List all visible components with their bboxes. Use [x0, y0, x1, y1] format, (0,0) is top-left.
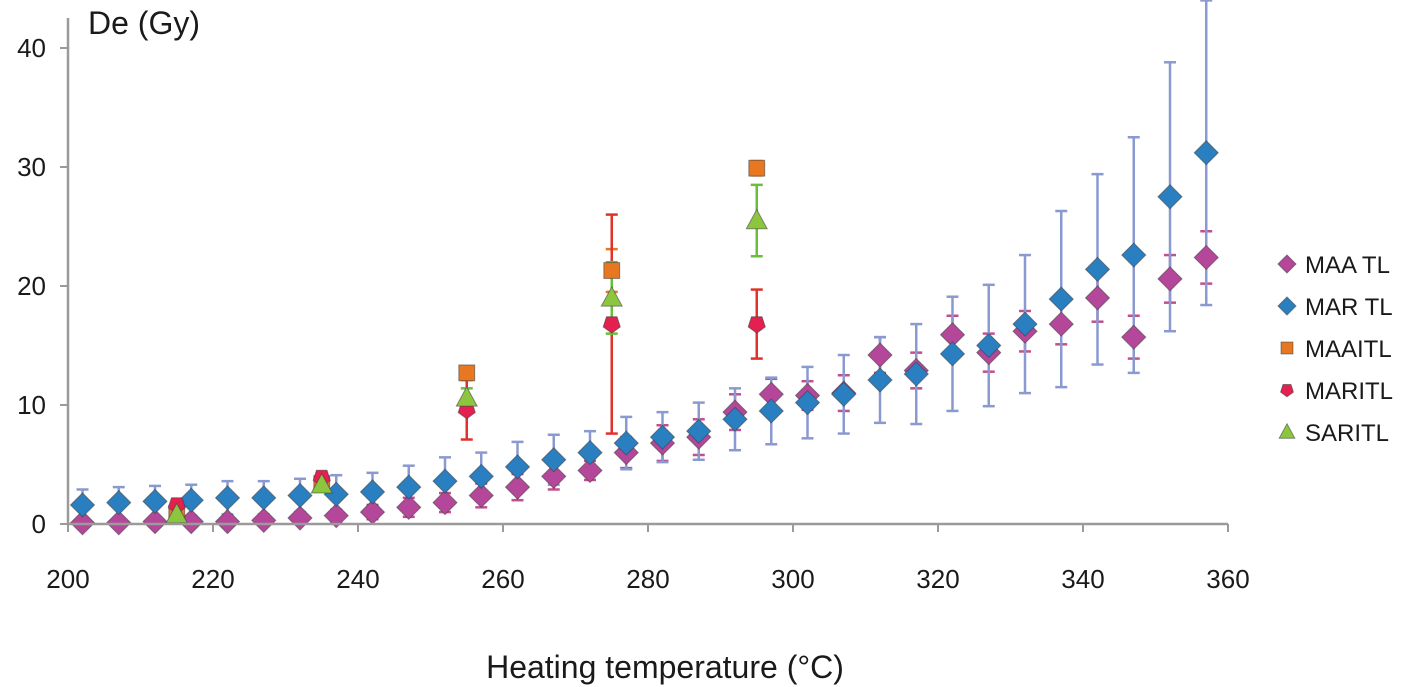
mar-tl-point: [1012, 311, 1038, 337]
maa-tl-point: [1193, 244, 1219, 271]
x-tick-label: 280: [626, 564, 669, 594]
y-axis-title: De (Gy): [88, 5, 200, 41]
saritl-point: [455, 385, 479, 407]
saritl-point: [600, 285, 624, 307]
mar-tl-point: [251, 485, 277, 511]
x-tick-label: 240: [336, 564, 379, 594]
maa-tl-point: [251, 507, 277, 534]
mar-tl-point: [504, 454, 531, 480]
mar-tl-point: [831, 381, 857, 407]
mar-tl-legend-marker: [1277, 296, 1297, 316]
plot-area: [69, 0, 1219, 536]
saritl-point: [310, 472, 334, 494]
maa-tl-point: [323, 502, 349, 529]
mar-tl-point: [939, 341, 966, 367]
mar-tl-point: [468, 463, 494, 490]
mar-tl-point: [214, 485, 241, 511]
mar-tl-point: [359, 479, 386, 505]
mar-tl-point: [287, 482, 313, 509]
maa-tl-legend-label: MAA TL: [1305, 252, 1390, 279]
maa-tl-point: [1157, 266, 1183, 292]
x-tick-label: 260: [481, 564, 524, 594]
maaitl-point: [748, 159, 766, 177]
maa-tl-point: [867, 342, 893, 368]
saritl-point: [745, 208, 769, 230]
maaitl-legend-label: MAAITL: [1305, 336, 1392, 363]
maaitl-legend-marker: [1280, 341, 1294, 355]
maa-tl-point: [1121, 324, 1147, 350]
y-tick-label: 10: [17, 390, 46, 420]
mar-tl-legend-label: MAR TL: [1305, 294, 1393, 321]
maa-tl-point: [1048, 311, 1074, 337]
mar-tl-point: [1193, 140, 1219, 166]
maa-tl-point: [541, 463, 567, 490]
x-tick-label: 200: [46, 564, 89, 594]
y-tick-label: 30: [17, 152, 46, 182]
mar-tl-point: [1048, 286, 1074, 312]
mar-tl-point: [903, 361, 929, 387]
maa-tl-point: [577, 457, 603, 484]
maa-tl-point: [504, 474, 531, 500]
maaitl-point: [603, 262, 621, 279]
axes: 0 10 20 30 40 200 220 240 260 280 300 320 340 360: [17, 18, 1250, 594]
maa-tl-point: [214, 508, 241, 535]
x-tick-label: 360: [1206, 564, 1249, 594]
maaitl-point: [458, 364, 476, 382]
maa-tl-point: [287, 505, 313, 531]
mar-tl-point: [1157, 184, 1183, 210]
legend: MAA TL MAR TL MAAITL MARITL SARITL: [1277, 252, 1393, 447]
saritl-point: [165, 502, 189, 524]
mar-tl-point: [613, 430, 639, 456]
mar-tl-point: [649, 424, 676, 450]
maa-tl-point: [432, 489, 458, 516]
x-tick-label: 220: [191, 564, 234, 594]
maa-tl-point: [468, 482, 494, 509]
mar-tl-point: [758, 398, 784, 424]
mar-tl-point: [106, 489, 132, 516]
maa-tl-point: [142, 508, 168, 535]
mar-tl-point: [867, 367, 893, 393]
saritl-legend-marker: [1278, 422, 1296, 439]
maa-tl-point: [1084, 285, 1111, 311]
y-tick-label: 0: [32, 509, 46, 539]
mar-tl-point: [1121, 242, 1147, 268]
maritl-legend-marker: [1280, 384, 1294, 398]
mar-tl-point: [976, 332, 1002, 359]
maritl-point: [602, 316, 621, 334]
mar-tl-point: [541, 447, 567, 473]
maritl-legend-label: MARITL: [1305, 378, 1393, 405]
y-tick-label: 40: [17, 33, 46, 63]
mar-tl-point: [686, 418, 712, 444]
mar-tl-point: [577, 439, 603, 466]
x-tick-label: 320: [916, 564, 959, 594]
mar-tl-point: [1084, 256, 1111, 283]
maritl-point: [747, 316, 766, 334]
x-axis-title: Heating temperature (°C): [486, 649, 844, 685]
mar-tl-point: [794, 389, 821, 416]
maa-tl-point: [396, 494, 422, 521]
mar-tl-point: [142, 488, 168, 515]
mar-tl-point: [722, 406, 748, 432]
saritl-legend-label: SARITL: [1305, 420, 1389, 447]
maa-tl-legend-marker: [1277, 254, 1297, 274]
x-tick-label: 340: [1061, 564, 1104, 594]
mar-tl-point: [432, 468, 458, 494]
x-tick-label: 300: [771, 564, 814, 594]
mar-tl-point: [396, 474, 422, 500]
mar-tl-point: [69, 492, 96, 518]
y-tick-label: 20: [17, 271, 46, 301]
